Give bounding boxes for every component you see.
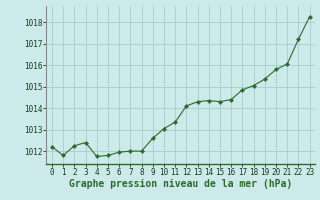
X-axis label: Graphe pression niveau de la mer (hPa): Graphe pression niveau de la mer (hPa) — [69, 179, 292, 189]
